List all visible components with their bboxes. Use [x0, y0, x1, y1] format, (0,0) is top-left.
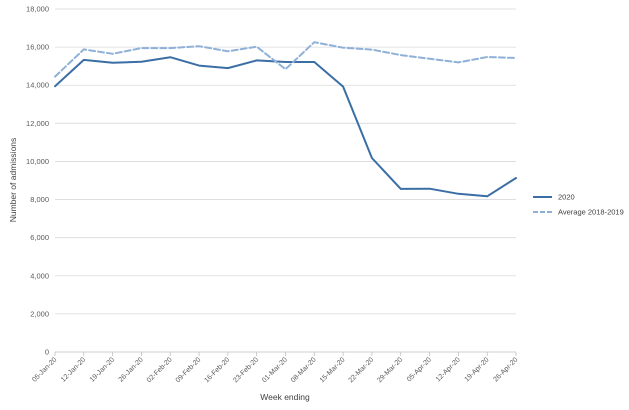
x-tick-label: 05-Jan-20 [31, 356, 58, 383]
x-tick-label: 09-Feb-20 [175, 356, 203, 384]
x-axis-ticks: 05-Jan-20 12-Jan-20 19-Jan-20 26-Jan-20 02-F… [31, 352, 519, 384]
x-tick-label: 12-Apr-20 [435, 356, 462, 383]
gridlines [55, 8, 516, 315]
x-tick-label: 08-Mar-20 [290, 356, 318, 384]
y-axis-ticks: 0 2,000 4,000 6,000 8,000 10,000 12,000 14,000 1… [26, 5, 49, 357]
x-tick-label: 26-Apr-20 [492, 356, 519, 383]
y-axis-label: Number of admissions [8, 138, 18, 223]
y-tick-label: 16,000 [26, 43, 49, 52]
y-tick-label: 18,000 [26, 5, 49, 14]
x-tick-label: 16-Feb-20 [204, 356, 232, 384]
y-tick-label: 10,000 [26, 157, 49, 166]
x-tick-label: 22-Mar-20 [348, 356, 376, 384]
x-tick-label: 23-Feb-20 [232, 356, 260, 384]
x-tick-label: 15-Mar-20 [319, 356, 347, 384]
y-tick-label: 4,000 [30, 271, 49, 280]
x-tick-label: 12-Jan-20 [60, 356, 87, 383]
x-tick-label: 19-Apr-20 [464, 356, 491, 383]
legend-label: 2020 [558, 193, 575, 202]
x-tick-label: 19-Jan-20 [89, 356, 116, 383]
legend-label: Average 2018-2019 [558, 208, 624, 217]
y-tick-label: 6,000 [30, 233, 49, 242]
y-tick-label: 2,000 [30, 309, 49, 318]
legend: 2020 Average 2018-2019 [533, 193, 624, 217]
x-tick-label: 01-Mar-20 [261, 356, 289, 384]
y-tick-label: 0 [45, 348, 49, 357]
x-tick-label: 29-Mar-20 [376, 356, 404, 384]
y-tick-label: 14,000 [26, 81, 49, 90]
series-line-average-2018-2019 [54, 41, 517, 78]
y-tick-label: 8,000 [30, 195, 49, 204]
series-lines [54, 41, 517, 198]
x-tick-label: 05-Apr-20 [406, 356, 433, 383]
y-tick-label: 12,000 [26, 119, 49, 128]
series-line-2020 [54, 56, 517, 198]
x-tick-label: 26-Jan-20 [118, 356, 145, 383]
x-axis-label: Week ending [260, 392, 310, 402]
x-tick-label: 02-Feb-20 [146, 356, 174, 384]
